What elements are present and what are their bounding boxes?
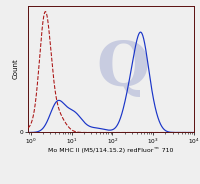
Y-axis label: Count: Count bbox=[13, 59, 19, 79]
Text: Q: Q bbox=[96, 39, 149, 99]
X-axis label: Mo MHC II (M5/114.15.2) redFluor™ 710: Mo MHC II (M5/114.15.2) redFluor™ 710 bbox=[48, 147, 174, 153]
